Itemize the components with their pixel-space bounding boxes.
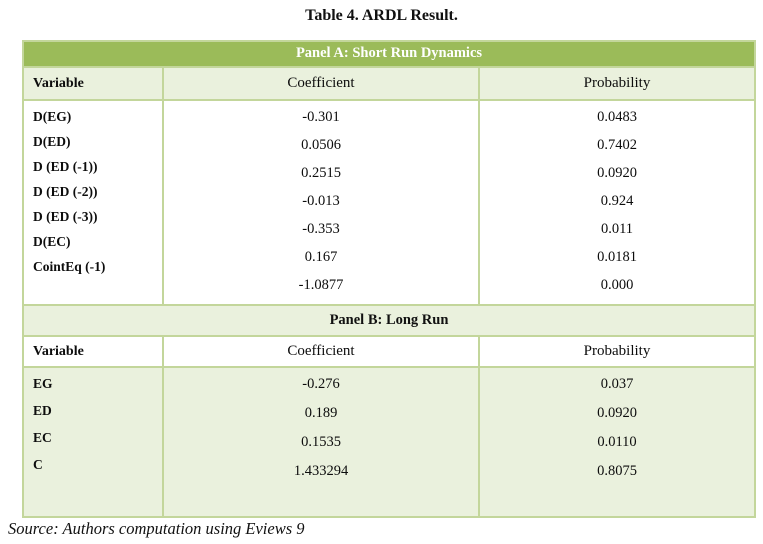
panel-b-header-coefficient: Coefficient — [164, 337, 480, 366]
table-cell-value: 0.0181 — [597, 249, 637, 265]
ardl-result-table: Panel A: Short Run Dynamics Variable Coe… — [22, 40, 756, 518]
table-cell-value: CointEq (-1) — [33, 259, 106, 274]
table-cell-value: -0.276 — [302, 376, 340, 392]
source-note: Source: Authors computation using Eviews… — [8, 519, 305, 538]
panel-a-header-coefficient: Coefficient — [164, 68, 480, 99]
panel-b-probability-column: 0.037 0.0920 0.0110 0.8075 — [480, 368, 754, 516]
table-cell-value: 0.0920 — [597, 165, 637, 181]
table-cell-value: D(EG) — [33, 109, 72, 124]
panel-b-body-row: EG ED EC C -0.276 0.189 0.1535 1.433294 0.037 0… — [24, 368, 754, 516]
table-cell-value: 0.011 — [600, 221, 634, 237]
table-cell-value: D(ED) — [33, 134, 71, 149]
table-cell-value: -0.353 — [302, 221, 340, 237]
table-cell-value: 0.0920 — [597, 405, 637, 421]
table-cell-value: D (ED (-1)) — [33, 159, 98, 174]
table-cell-value: EG — [33, 376, 53, 391]
panel-a-probability-column: 0.0483 0.7402 0.0920 0.924 0.011 0.0181 0.000 — [480, 101, 754, 304]
panel-b-header-probability: Probability — [583, 343, 651, 359]
table-cell-value: 0.7402 — [597, 137, 637, 153]
table-cell-value: 0.0506 — [301, 137, 341, 153]
table-cell-value: 0.000 — [600, 277, 634, 293]
table-cell-value: -0.301 — [302, 109, 340, 125]
table-cell-value: 0.0483 — [597, 109, 637, 125]
panel-a-header-probability: Probability — [583, 75, 651, 91]
table-cell-value: 0.1535 — [301, 434, 341, 450]
table-cell-value: -0.013 — [302, 193, 340, 209]
table-cell-value: ED — [33, 403, 52, 418]
panel-b-header-variable: Variable — [24, 337, 164, 366]
panel-b-band-row: Panel B: Long Run — [24, 306, 754, 337]
table-cell-value: 1.433294 — [293, 463, 349, 479]
table-cell-value: D (ED (-2)) — [33, 184, 98, 199]
table-cell-value: C — [33, 457, 43, 472]
panel-a-variable-column: D(EG) D(ED) D (ED (-1)) D (ED (-2)) D (ED (-… — [24, 101, 164, 304]
panel-a-coefficient-column: -0.301 0.0506 0.2515 -0.013 -0.353 0.167 -1.08… — [164, 101, 480, 304]
table-cell-value: 0.8075 — [597, 463, 637, 479]
panel-b-variable-column: EG ED EC C — [24, 368, 164, 516]
panel-a-title: Panel A: Short Run Dynamics — [24, 42, 754, 66]
table-cell-value: EC — [33, 430, 52, 445]
panel-b-title: Panel B: Long Run — [24, 306, 754, 335]
panel-b-coefficient-column: -0.276 0.189 0.1535 1.433294 — [164, 368, 480, 516]
table-cell-value: 0.2515 — [301, 165, 341, 181]
table-cell-value: 0.167 — [304, 249, 338, 265]
panel-a-header-row: Variable Coefficient Probability — [24, 68, 754, 101]
table-cell-value: 0.0110 — [597, 434, 637, 450]
table-cell-value: D(EC) — [33, 234, 71, 249]
panel-a-band-row: Panel A: Short Run Dynamics — [24, 42, 754, 68]
table-cell-value: D (ED (-3)) — [33, 209, 98, 224]
table-caption: Table 4. ARDL Result. — [305, 7, 458, 24]
table-cell-value: -1.0877 — [298, 277, 344, 293]
panel-b-header-row: Variable Coefficient Probability — [24, 337, 754, 368]
panel-a-header-variable: Variable — [24, 68, 164, 99]
table-cell-value: 0.037 — [600, 376, 634, 392]
panel-a-body-row: D(EG) D(ED) D (ED (-1)) D (ED (-2)) D (ED (-… — [24, 101, 754, 306]
table-cell-value: 0.189 — [304, 405, 338, 421]
table-cell-value: 0.924 — [600, 193, 634, 209]
